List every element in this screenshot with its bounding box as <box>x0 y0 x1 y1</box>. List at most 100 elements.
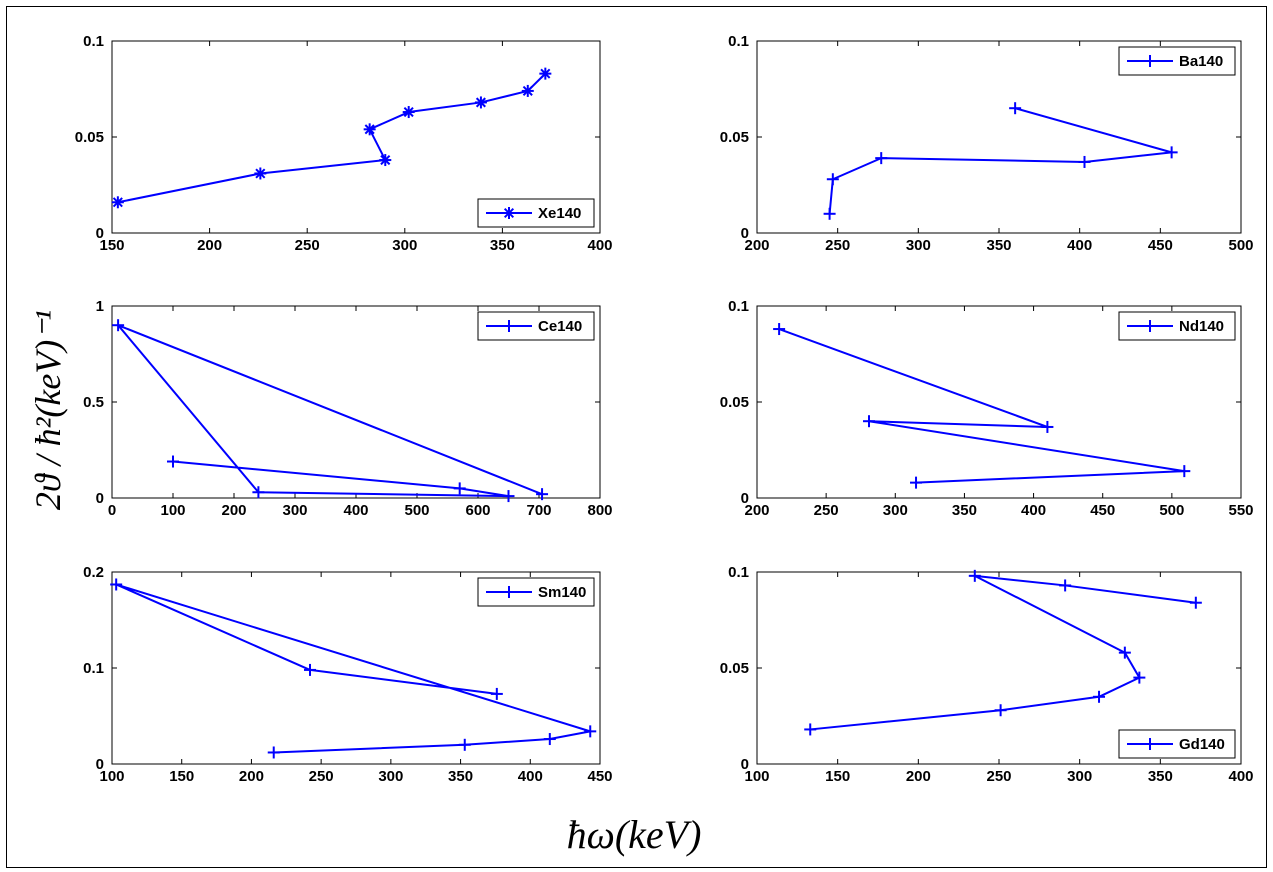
series-line-xe140 <box>117 72 547 204</box>
data-point <box>111 196 124 209</box>
legend-label: Gd140 <box>1179 736 1225 753</box>
data-point <box>823 207 836 220</box>
data-point <box>826 173 839 186</box>
figure-frame <box>6 6 1267 868</box>
legend-label: Sm140 <box>538 584 586 601</box>
data-point <box>543 733 556 746</box>
y-tick-label: 1 <box>96 298 104 315</box>
legend: Xe140 <box>477 198 595 228</box>
y-tick-label: 0.05 <box>720 394 749 411</box>
y-tick-label: 0.5 <box>83 394 104 411</box>
x-tick-label: 300 <box>883 502 908 519</box>
legend-marker <box>1144 320 1156 332</box>
data-point <box>112 319 125 332</box>
legend: Gd140 <box>1118 729 1236 759</box>
x-tick-label: 300 <box>392 237 417 254</box>
x-tick-label: 0 <box>108 502 116 519</box>
x-tick-label: 250 <box>295 237 320 254</box>
data-point <box>474 96 487 109</box>
data-point <box>303 663 316 676</box>
x-tick-label: 150 <box>825 768 850 785</box>
data-point <box>1041 420 1054 433</box>
data-point <box>267 746 280 759</box>
data-point <box>363 123 376 136</box>
x-tick-label: 500 <box>404 502 429 519</box>
data-point <box>252 486 265 499</box>
data-point <box>1078 155 1091 168</box>
y-axis-label: 2ϑ / ħ²(keV)⁻¹ <box>28 310 68 510</box>
x-tick-label: 200 <box>221 502 246 519</box>
y-tick-label: 0.2 <box>83 564 104 581</box>
x-tick-label: 400 <box>518 768 543 785</box>
y-tick-label: 0 <box>741 756 749 773</box>
legend: Sm140 <box>477 577 595 607</box>
x-tick-label: 200 <box>239 768 264 785</box>
x-tick-label: 400 <box>343 502 368 519</box>
x-tick-label: 200 <box>744 237 769 254</box>
x-tick-label: 400 <box>587 237 612 254</box>
y-tick-label: 0 <box>96 225 104 242</box>
subplot-ba140: 200 250 300 350 400 450 500 0 0.05 0.1 Ba140 <box>720 33 1254 254</box>
legend: Ce140 <box>477 311 595 341</box>
data-point <box>1118 646 1131 659</box>
data-point <box>1133 671 1146 684</box>
data-point <box>402 106 415 119</box>
data-point <box>994 704 1007 717</box>
data-point <box>875 152 888 165</box>
data-point <box>453 482 466 495</box>
x-tick-label: 600 <box>465 502 490 519</box>
data-point <box>379 154 392 167</box>
x-tick-label: 200 <box>744 502 769 519</box>
data-point <box>110 578 123 591</box>
data-point <box>1165 146 1178 159</box>
x-tick-label: 300 <box>1067 768 1092 785</box>
x-tick-label: 300 <box>906 237 931 254</box>
y-tick-label: 0 <box>741 225 749 242</box>
x-tick-label: 150 <box>169 768 194 785</box>
data-point <box>863 415 876 428</box>
y-tick-label: 0 <box>96 756 104 773</box>
data-point <box>968 569 981 582</box>
data-point <box>1093 690 1106 703</box>
x-tick-label: 350 <box>952 502 977 519</box>
y-tick-label: 0.05 <box>720 129 749 146</box>
legend-label: Nd140 <box>1179 318 1224 335</box>
x-tick-label: 100 <box>160 502 185 519</box>
x-tick-label: 500 <box>1159 502 1184 519</box>
data-point <box>804 723 817 736</box>
legend-label: Ce140 <box>538 318 582 335</box>
x-tick-label: 250 <box>986 768 1011 785</box>
data-point <box>502 490 515 503</box>
legend-marker <box>1144 738 1156 750</box>
data-point <box>254 167 267 180</box>
x-tick-label: 350 <box>1148 768 1173 785</box>
x-tick-label: 700 <box>526 502 551 519</box>
y-tick-label: 0.1 <box>728 33 749 50</box>
x-tick-label: 200 <box>906 768 931 785</box>
legend: Nd140 <box>1118 311 1236 341</box>
x-tick-label: 450 <box>1090 502 1115 519</box>
x-tick-label: 100 <box>744 768 769 785</box>
x-tick-label: 350 <box>490 237 515 254</box>
y-tick-label: 0.05 <box>75 129 104 146</box>
legend-marker <box>503 207 515 219</box>
x-axis-label: ħω(keV) <box>567 812 702 857</box>
data-point <box>773 323 786 336</box>
subplot-xe140: 150 200 250 300 350 400 0 0.05 0.1 Xe140 <box>75 33 613 254</box>
data-point <box>536 488 549 501</box>
y-tick-label: 0.05 <box>720 660 749 677</box>
legend-label: Ba140 <box>1179 53 1223 70</box>
y-tick-label: 0.1 <box>83 33 104 50</box>
data-point <box>584 725 597 738</box>
x-tick-label: 350 <box>986 237 1011 254</box>
x-tick-label: 250 <box>814 502 839 519</box>
x-tick-label: 400 <box>1021 502 1046 519</box>
legend-marker <box>503 586 515 598</box>
data-point <box>539 67 552 80</box>
y-tick-label: 0.1 <box>728 564 749 581</box>
series-line-gd140 <box>810 574 1196 731</box>
y-tick-label: 0 <box>741 490 749 507</box>
legend: Ba140 <box>1118 46 1236 76</box>
data-point <box>910 476 923 489</box>
